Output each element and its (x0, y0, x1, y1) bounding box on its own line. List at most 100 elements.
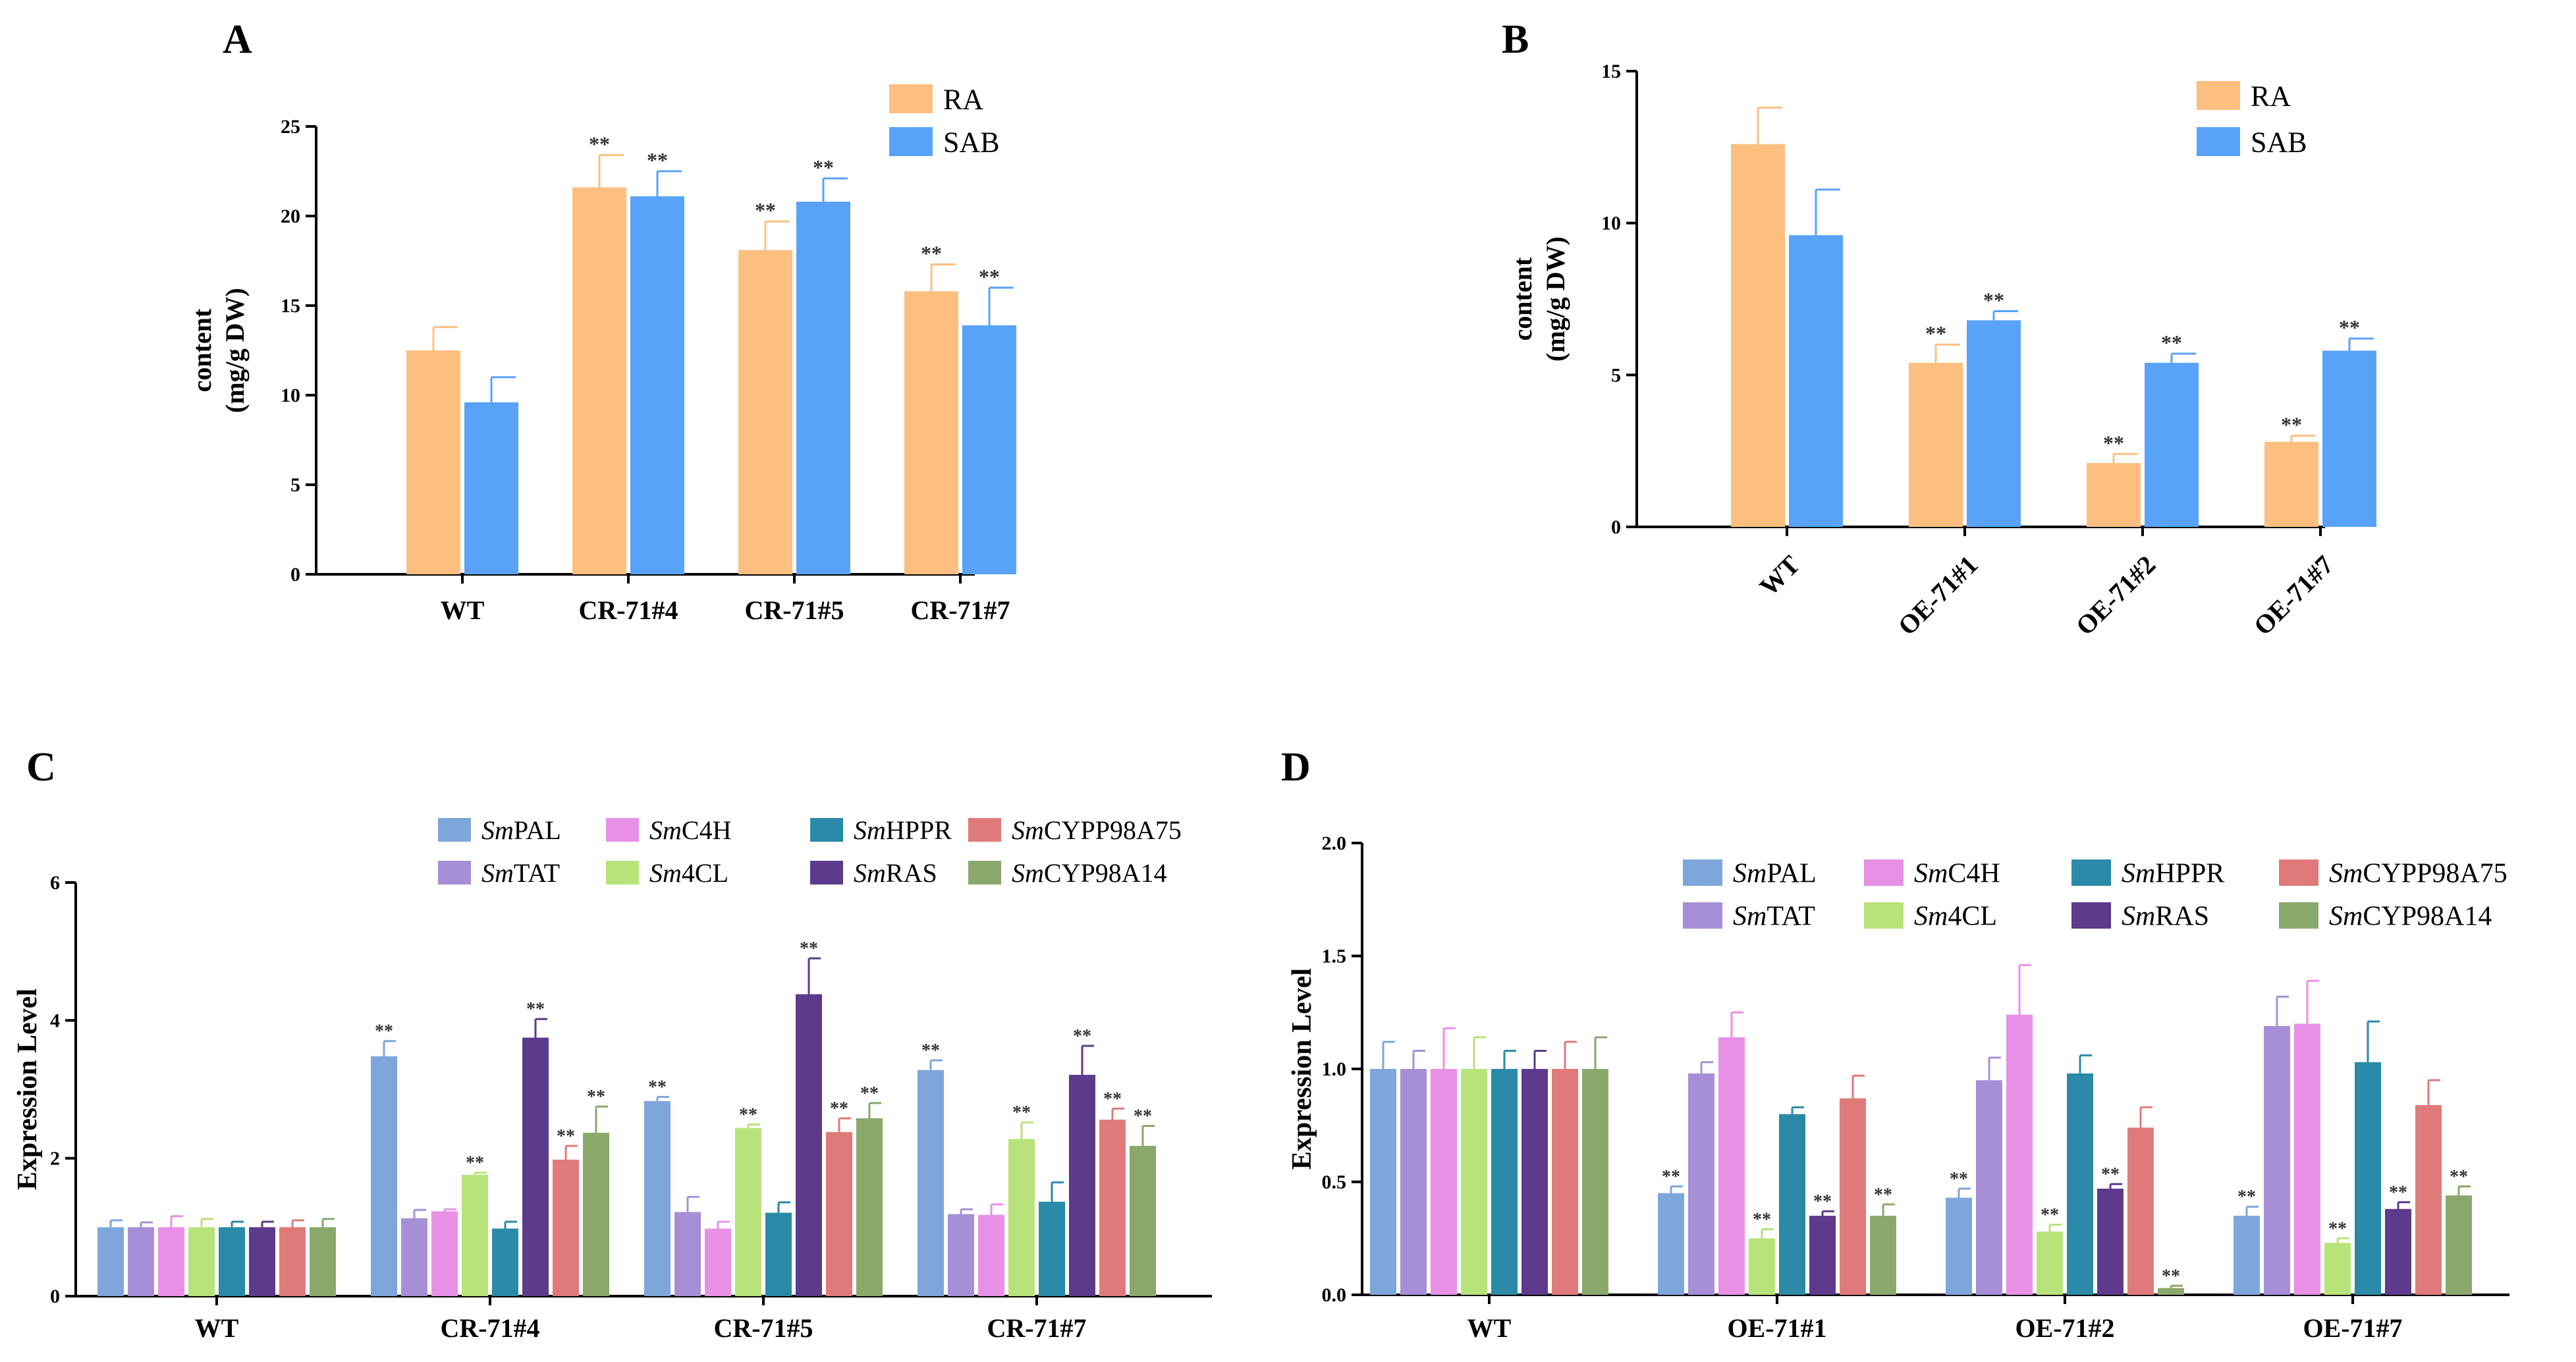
bar-4cl (1008, 1139, 1035, 1296)
y-tick-label: 2 (50, 1148, 60, 1170)
x-tick-label: WT (195, 1313, 239, 1343)
bar-4cl (2324, 1243, 2351, 1295)
bar-4cl (735, 1128, 761, 1296)
legend: RA SAB (889, 83, 1000, 158)
bar-ras (522, 1037, 549, 1296)
significance-label: ** (1753, 1210, 1771, 1230)
x-tick-label: OE-71#7 (2303, 1313, 2402, 1343)
legend-gene-name: 4CL (1948, 902, 1997, 932)
bar-hppr (492, 1228, 518, 1296)
bar-4cl (462, 1174, 488, 1296)
legend-gene-name: CYP98A14 (2363, 902, 2492, 932)
legend-gene-name: CYPP98A75 (2363, 859, 2507, 889)
legend-gene-name: RA (2251, 80, 2291, 112)
bar-ra (738, 250, 792, 574)
y-axis-label-units: (mg/g DW) (1541, 236, 1570, 362)
bar-ra (572, 187, 626, 575)
legend-gene-name: HPPR (886, 815, 952, 845)
legend-swatch-cypp98a75 (2279, 859, 2318, 886)
significance-label: ** (979, 265, 1000, 288)
bar-tat (401, 1218, 427, 1296)
x-tick-label: CR-71#5 (744, 595, 844, 625)
panel-label: C (26, 745, 56, 790)
bar-hppr (1491, 1069, 1518, 1295)
significance-label: ** (2161, 331, 2182, 354)
panel-d: D 0.0 0.5 1.0 1.5 2.0 Expression Level WT ** ** **… (1281, 745, 2509, 1343)
bar-c4h (978, 1214, 1004, 1296)
bar-pal (918, 1070, 944, 1296)
legend-gene-name: SAB (2251, 126, 2307, 158)
y-tick-label: 0 (50, 1286, 60, 1307)
legend-gene-prefix: Sm (2122, 902, 2155, 932)
legend-gene-prefix: Sm (1733, 859, 1767, 889)
bar-pal (371, 1056, 397, 1296)
bar-sab (2322, 350, 2376, 527)
bar-ra (2264, 441, 2318, 527)
legend-swatch-sab (2197, 127, 2240, 156)
legend-swatch-tat (1683, 902, 1722, 929)
y-tick-label: 10 (281, 385, 300, 406)
legend-swatch-ra (889, 84, 933, 113)
significance-label: ** (1950, 1169, 1968, 1189)
legend-label-cypp98a75: SmCYPP98A75 (2329, 859, 2507, 889)
legend-swatch-ras (2071, 902, 2111, 929)
legend-swatch-tat (438, 861, 471, 885)
bar-cyp98a14 (1582, 1069, 1608, 1295)
legend-label-c4h: SmC4H (1914, 859, 2000, 889)
legend-label-pal: SmPAL (1733, 859, 1817, 889)
bar-ras (2385, 1209, 2411, 1295)
significance-label: ** (589, 132, 610, 156)
legend-gene-prefix: Sm (2329, 859, 2363, 889)
significance-label: ** (2281, 413, 2302, 437)
significance-label: ** (921, 1041, 940, 1061)
bar-cypp98a75 (1099, 1120, 1126, 1296)
y-tick-label: 25 (281, 116, 300, 138)
bar-cypp98a75 (279, 1227, 306, 1296)
bar-ras (1069, 1075, 1095, 1296)
y-tick-label: 0 (290, 564, 300, 586)
bar-cyp98a14 (1130, 1145, 1156, 1296)
significance-label: ** (800, 939, 818, 959)
legend: RA SAB (2197, 80, 2307, 158)
x-tick-label: CR-71#4 (578, 595, 678, 625)
legend-gene-prefix: Sm (481, 858, 514, 888)
bar-sab (2145, 362, 2199, 527)
legend-gene-name: RAS (886, 858, 937, 888)
bar-pal (1370, 1069, 1396, 1295)
significance-label: ** (1662, 1166, 1680, 1187)
x-tick-label: OE-71#7 (2248, 550, 2340, 641)
legend-gene-name: C4H (682, 815, 732, 845)
legend-swatch-c4h (606, 818, 639, 842)
bar-c4h (2294, 1023, 2320, 1295)
bar-ras (1809, 1215, 1836, 1295)
x-tick-label: OE-71#1 (1727, 1313, 1826, 1343)
x-tick-label: CR-71#4 (440, 1313, 539, 1343)
legend-swatch-ra (2197, 81, 2240, 110)
legend-swatch-pal (1683, 859, 1722, 886)
x-tick-label: WT (1467, 1313, 1512, 1343)
legend-label-cyp98a14: SmCYP98A14 (2329, 902, 2492, 932)
significance-label: ** (2101, 1164, 2120, 1185)
legend-label-ra: RA (943, 83, 983, 115)
y-tick-label: 10 (1601, 213, 1621, 234)
x-tick-label: OE-71#1 (1892, 550, 1984, 641)
bar-cyp98a14 (2158, 1288, 2184, 1295)
panel-c: C 0 2 4 6 Expression Level WT ** ** ** ** ** CR-71#4… (13, 745, 1212, 1343)
significance-label: ** (1012, 1103, 1031, 1123)
legend-label-hppr: SmHPPR (854, 815, 952, 845)
bar-cypp98a75 (826, 1131, 852, 1296)
panel-a: A 0 5 10 15 20 25 content (mg/g DW) WT ** ** CR-71#4… (187, 17, 1016, 625)
bar-c4h (431, 1211, 458, 1296)
bar-pal (1658, 1193, 1684, 1295)
bar-cypp98a75 (2127, 1128, 2154, 1295)
bar-cypp98a75 (1840, 1098, 1866, 1295)
legend-gene-prefix: Sm (1914, 902, 1948, 932)
legend-gene-prefix: Sm (481, 815, 514, 845)
y-axis-label: Expression Level (13, 989, 43, 1190)
y-tick-label: 4 (50, 1010, 60, 1031)
y-axis-label: content (187, 308, 217, 392)
y-tick-label: 1.0 (1322, 1058, 1347, 1080)
bar-sab (464, 402, 518, 574)
x-tick-label: OE-71#2 (2070, 550, 2162, 641)
